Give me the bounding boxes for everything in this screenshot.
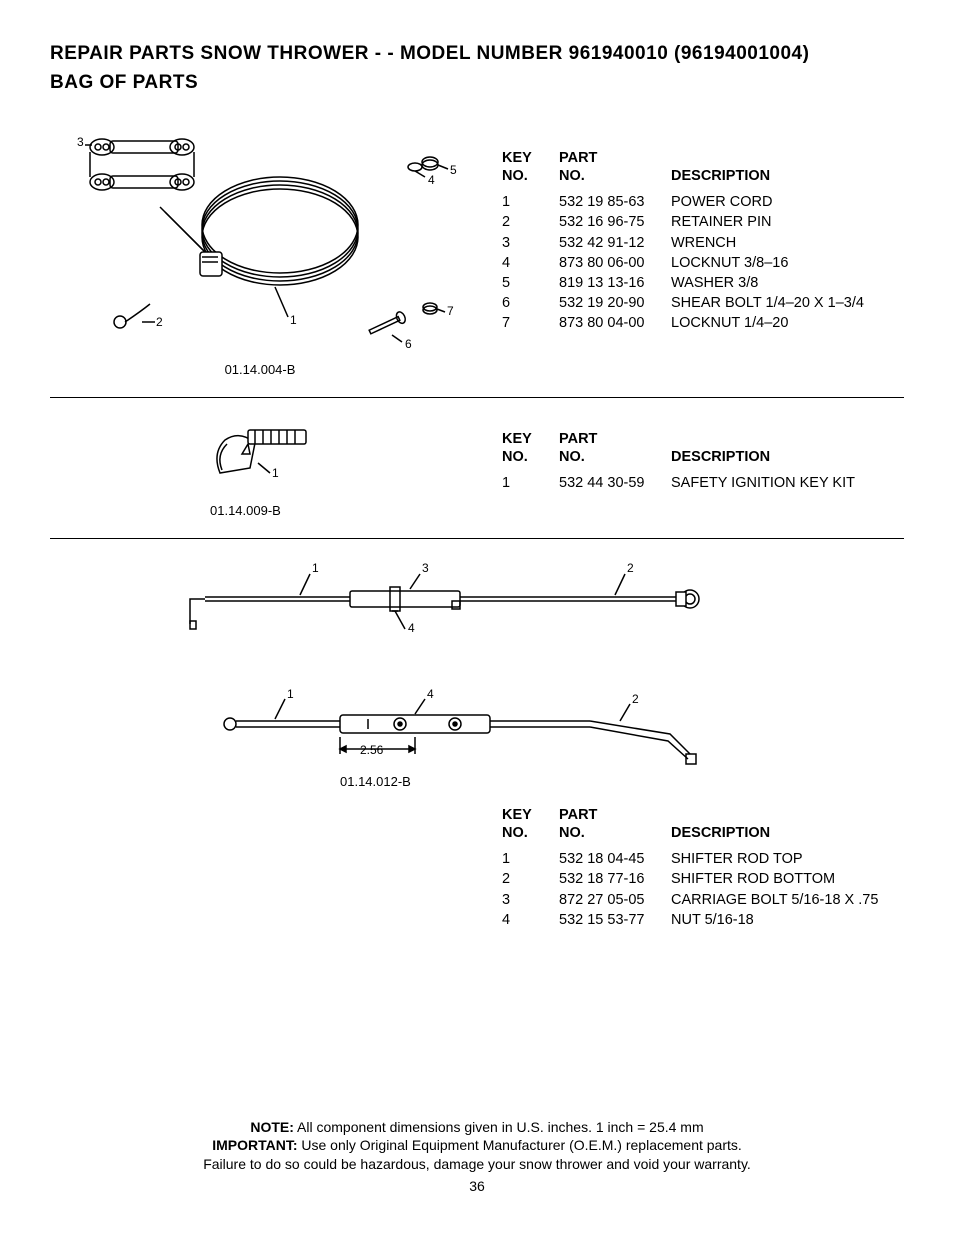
table-row: 3532 42 91-12WRENCH [502,234,882,252]
important-label: IMPORTANT: [212,1137,297,1153]
callout-s3a-2: 2 [627,561,634,575]
table-row: 6532 19 20-90SHEAR BOLT 1/4–20 X 1–3/4 [502,294,882,312]
th-part: PARTNO. [559,430,669,472]
diagram-3: 1 3 2 4 1 4 2 2.56 01.14.012-B [170,559,870,789]
callout-4: 4 [428,173,435,187]
callout-2: 2 [156,315,163,329]
callout-s3b-1: 1 [287,687,294,701]
table-row: 1532 18 04-45SHIFTER ROD TOP [502,850,896,868]
section-ignition-key: 1 01.14.009-B KEYNO. PARTNO. DESCRIPTION… [50,418,904,518]
divider-1 [50,397,904,398]
important-text: Use only Original Equipment Manufacturer… [298,1137,742,1153]
th-desc: DESCRIPTION [671,149,882,191]
diagram-2-svg [200,418,330,498]
th-part: PARTNO. [559,806,669,848]
note-label: NOTE: [250,1119,294,1135]
table-row: 1532 44 30-59SAFETY IGNITION KEY KIT [502,474,873,492]
footer-line3: Failure to do so could be hazardous, dam… [0,1155,954,1173]
page-number: 36 [0,1177,954,1195]
parts-table-1: KEYNO. PARTNO. DESCRIPTION 1532 19 85-63… [500,147,884,334]
title-line-1: REPAIR PARTS SNOW THROWER - - MODEL NUMB… [50,43,809,64]
diagram-1: 3 1 2 4 5 6 7 01.14.004-B [50,127,470,377]
callout-s3b-4: 4 [427,687,434,701]
callout-s2-1: 1 [272,466,279,480]
th-part: PARTNO. [559,149,669,191]
diagram-2-caption: 01.14.009-B [210,503,470,518]
callout-s3a-3: 3 [422,561,429,575]
diagram-1-svg [50,127,470,357]
th-key: KEYNO. [502,149,557,191]
callout-1: 1 [290,313,297,327]
callout-7: 7 [447,304,454,318]
page-title: REPAIR PARTS SNOW THROWER - - MODEL NUMB… [50,40,904,97]
table-row: 2532 16 96-75RETAINER PIN [502,213,882,231]
th-key: KEYNO. [502,806,557,848]
diagram-2: 1 01.14.009-B [50,418,470,518]
divider-2 [50,538,904,539]
diagram-3-svg [170,559,730,769]
callout-5: 5 [450,163,457,177]
callout-s3b-2: 2 [632,692,639,706]
callout-6: 6 [405,337,412,351]
callout-s3a-1: 1 [312,561,319,575]
table-row: 3872 27 05-05CARRIAGE BOLT 5/16-18 X .75 [502,891,896,909]
footer: NOTE: All component dimensions given in … [0,1118,954,1195]
dim-label: 2.56 [360,743,383,757]
footer-note: NOTE: All component dimensions given in … [0,1118,954,1136]
footer-important: IMPORTANT: Use only Original Equipment M… [0,1136,954,1154]
parts-table-3: KEYNO. PARTNO. DESCRIPTION 1532 18 04-45… [500,804,898,931]
diagram-3-caption: 01.14.012-B [340,774,870,789]
table-row: 2532 18 77-16SHIFTER ROD BOTTOM [502,870,896,888]
th-desc: DESCRIPTION [671,430,873,472]
parts-table-2: KEYNO. PARTNO. DESCRIPTION 1532 44 30-59… [500,428,875,494]
th-key: KEYNO. [502,430,557,472]
table-row: 7873 80 04-00LOCKNUT 1/4–20 [502,314,882,332]
table-row: 4532 15 53-77NUT 5/16-18 [502,911,896,929]
table-row: 1532 19 85-63POWER CORD [502,193,882,211]
note-text: All component dimensions given in U.S. i… [294,1119,704,1135]
section-bag-of-parts: 3 1 2 4 5 6 7 01.14.004-B KEYNO. PARTNO.… [50,127,904,377]
th-desc: DESCRIPTION [671,806,896,848]
callout-3: 3 [77,135,84,149]
title-line-2: BAG OF PARTS [50,72,198,93]
callout-s3a-4: 4 [408,621,415,635]
table-row: 5819 13 13-16WASHER 3/8 [502,274,882,292]
diagram-1-caption: 01.14.004-B [50,362,470,377]
section-shifter-rod: 1 3 2 4 1 4 2 2.56 01.14.012-B KEYNO. PA… [50,559,904,931]
table-row: 4873 80 06-00LOCKNUT 3/8–16 [502,254,882,272]
